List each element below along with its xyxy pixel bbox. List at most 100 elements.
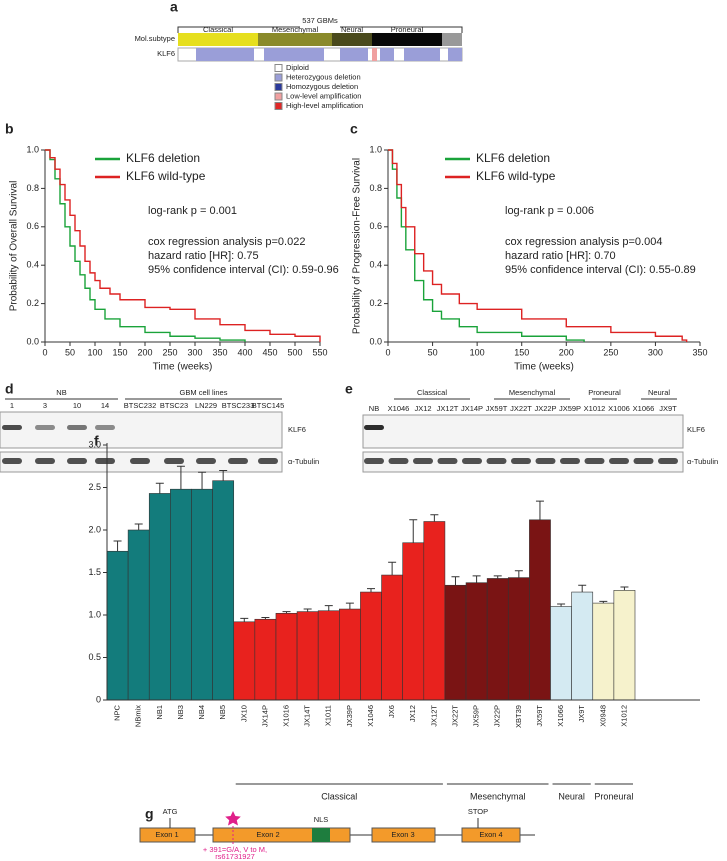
legend-swatch xyxy=(274,83,283,91)
band xyxy=(486,458,507,464)
bar xyxy=(317,610,340,701)
lane-label: JX12T xyxy=(437,404,459,413)
variant-text: + 391=G/A, V to M, xyxy=(203,845,267,854)
legend-label: Diploid xyxy=(286,63,309,72)
y-axis-label: Probability of Overall Survival xyxy=(9,181,20,312)
annotation: hazard ratio [HR]: 0.70 xyxy=(505,250,616,262)
bar xyxy=(444,584,467,701)
domain-label: NLS xyxy=(314,815,329,824)
legend-swatch xyxy=(274,92,283,101)
x-axis-label: Time (weeks) xyxy=(153,362,213,373)
band xyxy=(258,458,278,464)
panel-label: d xyxy=(5,381,14,397)
panel-label: f xyxy=(94,433,99,449)
band xyxy=(511,458,531,464)
x-tick-label: 0 xyxy=(42,347,47,357)
x-tick-label: JX14T xyxy=(303,705,312,727)
band xyxy=(364,458,384,464)
legend-label: Homozygous deletion xyxy=(286,82,358,91)
x-tick-label: 200 xyxy=(559,347,574,357)
error-bar xyxy=(176,465,185,490)
klf6-blocks xyxy=(196,48,462,61)
error-bar xyxy=(367,588,375,593)
y-tick-label: 0.4 xyxy=(26,260,39,270)
x-tick-label: 350 xyxy=(212,347,227,357)
lane-label: JX12 xyxy=(414,404,431,413)
y-tick-label: 0.0 xyxy=(26,336,39,346)
subtype-segment xyxy=(332,33,372,46)
exon-label: Exon 4 xyxy=(479,830,502,839)
x-tick-label: 500 xyxy=(287,347,302,357)
bar xyxy=(191,488,213,701)
error-bar xyxy=(113,540,122,552)
band xyxy=(535,458,556,464)
group-label: Classical xyxy=(417,388,447,397)
bar xyxy=(360,591,382,701)
error-bar xyxy=(324,605,333,611)
lane-label: NB xyxy=(369,404,379,413)
group-label: Classical xyxy=(321,791,357,801)
legend-label: KLF6 wild-type xyxy=(476,169,556,183)
legend-label: Heterozygous deletion xyxy=(286,72,361,81)
subtype-label: Proneural xyxy=(391,25,424,34)
band xyxy=(35,458,55,464)
x-tick-label: X1012 xyxy=(619,705,628,727)
lane-label: LN229 xyxy=(195,401,217,410)
x-tick-label: 250 xyxy=(162,347,177,357)
bar xyxy=(550,606,572,701)
x-tick-label: 450 xyxy=(262,347,277,357)
bar xyxy=(486,578,509,701)
y-tick-label: 0.8 xyxy=(369,183,382,193)
lane-label: BTSC233 xyxy=(222,401,255,410)
lane-label: 14 xyxy=(101,401,109,410)
error-bar xyxy=(599,600,608,604)
bar xyxy=(296,611,319,701)
bar xyxy=(212,480,235,701)
x-tick-label: NBmix xyxy=(134,705,143,727)
start-codon: ATG xyxy=(163,807,178,816)
band xyxy=(164,458,184,464)
bar xyxy=(423,521,446,701)
error-bar xyxy=(557,603,566,607)
unlabeled-segment xyxy=(442,33,462,46)
x-tick-label: 200 xyxy=(137,347,152,357)
panel-label: b xyxy=(5,121,14,137)
x-tick-label: JX22T xyxy=(450,705,459,727)
bar xyxy=(339,608,361,701)
band xyxy=(462,458,482,464)
error-bar xyxy=(514,570,523,578)
y-tick-label: 0.2 xyxy=(26,298,39,308)
x-tick-label: 550 xyxy=(312,347,327,357)
y-tick-label: 1.0 xyxy=(26,144,39,154)
bar xyxy=(148,493,171,701)
band xyxy=(196,458,216,464)
error-bar xyxy=(620,586,629,591)
x-tick-label: JX14P xyxy=(260,705,269,727)
panel-label: g xyxy=(145,806,154,822)
legend-label: High-level amplification xyxy=(286,101,363,110)
bar xyxy=(613,590,636,701)
subtype-segment xyxy=(178,33,258,46)
row-label: Mol.subtype xyxy=(135,34,175,43)
group-label: Mesenchymal xyxy=(470,791,526,801)
survival-curve xyxy=(45,149,246,342)
bar xyxy=(381,574,403,701)
band xyxy=(228,458,248,464)
subtype-label: Neural xyxy=(341,25,363,34)
stop-codon: STOP xyxy=(468,807,488,816)
x-tick-label: 50 xyxy=(65,347,75,357)
error-bar xyxy=(535,500,544,520)
y-tick-label: 0.5 xyxy=(88,652,101,662)
lane-label: 10 xyxy=(73,401,81,410)
band xyxy=(560,458,580,464)
band xyxy=(609,458,629,464)
lane-label: JX9T xyxy=(659,404,677,413)
x-tick-label: 250 xyxy=(603,347,618,357)
x-tick-label: NPC xyxy=(113,704,122,720)
nls-domain xyxy=(312,828,330,842)
x-tick-label: JX9T xyxy=(577,705,586,723)
row-label: α-Tubulin xyxy=(687,457,718,466)
x-tick-label: JX12T xyxy=(429,705,438,727)
x-tick-label: NB1 xyxy=(155,705,164,720)
band xyxy=(35,425,55,430)
